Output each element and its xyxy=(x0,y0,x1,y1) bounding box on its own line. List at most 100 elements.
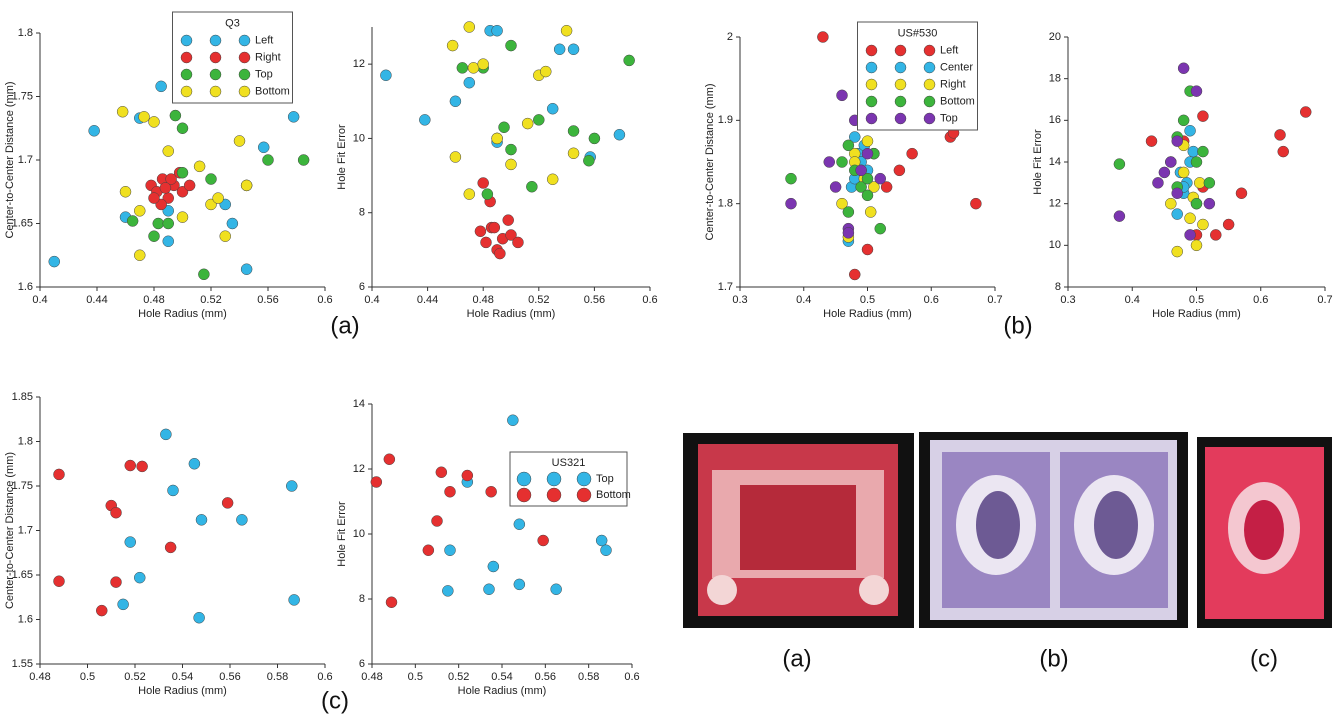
point xyxy=(1190,85,1203,97)
point xyxy=(505,143,517,156)
legend-marker xyxy=(238,34,251,47)
point xyxy=(588,132,601,145)
point xyxy=(422,544,435,556)
point xyxy=(836,197,848,210)
point xyxy=(836,89,848,102)
x-tick-label: 0.3 xyxy=(1060,294,1075,306)
point xyxy=(1235,187,1248,199)
point xyxy=(1184,229,1196,241)
y-tick-label: 18 xyxy=(1049,73,1061,85)
point xyxy=(906,147,918,160)
point xyxy=(880,181,893,193)
point xyxy=(117,598,129,611)
point xyxy=(446,39,459,52)
y-tick-label: 8 xyxy=(1055,281,1061,293)
point xyxy=(148,192,160,204)
point xyxy=(88,125,100,137)
point xyxy=(463,76,476,89)
legend-label: Top xyxy=(940,112,958,124)
point xyxy=(164,541,177,554)
point xyxy=(502,214,514,226)
legend-marker xyxy=(894,78,907,91)
point xyxy=(162,217,174,230)
point xyxy=(477,177,489,189)
y-tick-label: 12 xyxy=(1049,198,1061,210)
point xyxy=(96,604,108,617)
point xyxy=(1152,177,1164,189)
point xyxy=(444,544,456,556)
point xyxy=(550,583,562,595)
legend-marker xyxy=(894,61,907,74)
y-tick-label: 1.6 xyxy=(18,613,33,625)
point xyxy=(817,31,829,43)
point xyxy=(521,117,534,130)
legend-marker xyxy=(923,78,936,91)
legend-title: Q3 xyxy=(225,17,240,29)
y-tick-label: 1.7 xyxy=(718,281,733,293)
point xyxy=(785,197,797,210)
point xyxy=(134,249,146,261)
x-tick-label: 0.5 xyxy=(1189,294,1204,306)
point xyxy=(134,205,146,217)
point xyxy=(494,247,506,260)
point xyxy=(1190,156,1203,168)
legend-label: Bottom xyxy=(255,85,290,97)
point xyxy=(160,428,172,441)
point xyxy=(162,235,174,248)
y-tick-label: 1.65 xyxy=(12,569,33,581)
legend-title: US#530 xyxy=(898,27,938,39)
y-tick-label: 14 xyxy=(1049,156,1061,168)
legend-marker xyxy=(180,51,193,64)
point xyxy=(849,268,861,281)
point xyxy=(148,230,160,242)
x-tick-label: 0.48 xyxy=(361,671,382,683)
x-tick-label: 0.5 xyxy=(860,294,875,306)
point xyxy=(1165,197,1177,210)
x-tick-label: 0.56 xyxy=(219,671,240,683)
point xyxy=(1145,135,1158,147)
point xyxy=(183,179,196,192)
point xyxy=(842,227,855,239)
y-tick-label: 1.8 xyxy=(718,198,733,210)
stamp-label: (c) xyxy=(1250,645,1278,672)
point xyxy=(124,459,136,472)
stamp-label: (b) xyxy=(1039,645,1068,672)
point xyxy=(287,111,300,123)
point xyxy=(567,147,580,160)
x-axis-label: Hole Radius (mm) xyxy=(1152,308,1241,320)
legend-marker xyxy=(209,34,222,47)
point xyxy=(240,179,253,192)
x-tick-label: 0.6 xyxy=(1253,294,1268,306)
point xyxy=(48,255,60,268)
point xyxy=(1171,245,1183,258)
point xyxy=(435,466,448,478)
y-tick-label: 12 xyxy=(353,58,365,70)
legend-marker xyxy=(516,471,532,487)
legend-marker xyxy=(209,68,222,81)
y-tick-label: 1.65 xyxy=(12,217,33,229)
point xyxy=(498,121,510,134)
x-tick-label: 0.4 xyxy=(796,294,811,306)
legend-marker xyxy=(894,112,907,125)
x-axis-label: Hole Radius (mm) xyxy=(823,308,912,320)
y-axis-label: Center-to-Center Distance (mm) xyxy=(704,83,716,240)
point xyxy=(461,469,474,482)
point xyxy=(134,571,146,584)
x-tick-label: 0.48 xyxy=(143,294,164,306)
point xyxy=(595,534,608,547)
point xyxy=(970,197,982,210)
point xyxy=(491,24,503,37)
point xyxy=(205,173,217,185)
point xyxy=(600,544,612,556)
point xyxy=(842,139,855,152)
stamp-label: (a) xyxy=(782,645,811,672)
point xyxy=(257,141,270,154)
legend-label: Center xyxy=(940,61,973,73)
point xyxy=(1113,158,1126,170)
point xyxy=(240,263,253,275)
point xyxy=(176,166,189,179)
point xyxy=(212,192,224,204)
point xyxy=(370,476,383,488)
legend-marker xyxy=(516,487,532,503)
